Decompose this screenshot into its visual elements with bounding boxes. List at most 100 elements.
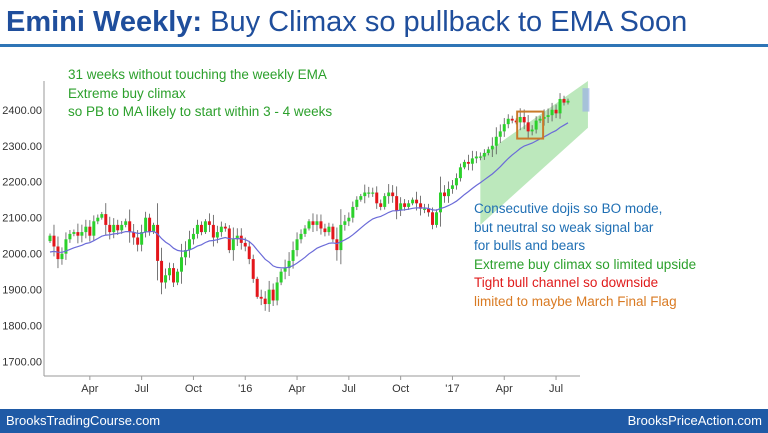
ema-layer [49, 122, 569, 269]
candle-body [530, 129, 534, 132]
candle-body [474, 156, 478, 159]
candle-body [136, 237, 140, 245]
x-tick-label: Jul [135, 383, 149, 395]
candle-body [140, 232, 144, 245]
candle-body [490, 145, 494, 150]
x-tick-label: '16 [238, 383, 252, 395]
candle-body [558, 98, 562, 114]
footer-left-link[interactable]: BrooksTradingCourse.com [6, 413, 161, 428]
candle-body [359, 196, 363, 200]
note-top: 31 weeks without touching the weekly EMA… [68, 66, 332, 122]
candle-body [427, 208, 431, 213]
candle-body [295, 239, 299, 251]
candle-body [315, 221, 319, 225]
candle-body [546, 115, 550, 117]
note-right-line: Tight bull channel so downside [474, 275, 659, 290]
candle-body [331, 226, 335, 240]
candle-body [502, 124, 506, 132]
candle-body [462, 161, 466, 168]
x-tick-label: Apr [81, 383, 98, 395]
candle-body [152, 224, 156, 233]
candle-body [435, 212, 439, 225]
candle-body [148, 217, 152, 233]
candle-body [431, 212, 435, 225]
candle-body [247, 246, 251, 260]
candle-body [68, 233, 72, 240]
candle-body [275, 282, 279, 301]
candle-body [387, 192, 391, 197]
y-tick-label: 2000.00 [2, 249, 42, 261]
candle-body [538, 118, 542, 121]
candle-body [235, 235, 239, 240]
candle-body [446, 188, 450, 197]
candle-body [263, 298, 267, 305]
candle-body [84, 226, 88, 233]
candle-body [259, 296, 263, 299]
candle-body [466, 161, 470, 164]
candle-body [458, 167, 462, 179]
candle-body [156, 224, 160, 261]
candle-body [176, 271, 180, 283]
candle-body [522, 116, 526, 123]
overlay-layer [516, 88, 590, 140]
x-tick-label: Oct [392, 383, 409, 395]
candle-body [367, 192, 371, 194]
candle-body [199, 224, 203, 233]
candle-body [355, 199, 359, 207]
y-tick-label: 2300.00 [2, 141, 42, 153]
candle-body [108, 224, 112, 233]
candle-body [510, 118, 514, 121]
candle-body [215, 232, 219, 238]
candle-body [395, 196, 399, 211]
x-tick-label: Jul [549, 383, 563, 395]
candle-body [554, 109, 558, 114]
candle-body [164, 275, 168, 283]
candle-body [363, 192, 367, 197]
candle-body [191, 233, 195, 240]
candle-body [566, 100, 570, 103]
candle-body [128, 221, 132, 233]
note-top-line: Extreme buy climax [68, 85, 186, 101]
candle-body [415, 199, 419, 204]
candle-body [411, 199, 415, 204]
candle-body [92, 221, 96, 236]
candle-body [343, 221, 347, 225]
candle-body [518, 116, 522, 123]
candle-body [203, 221, 207, 233]
candle-body [52, 235, 56, 247]
candle-body [371, 192, 375, 194]
candle-body [534, 120, 538, 130]
candle-body [482, 152, 486, 157]
candle-body [339, 224, 343, 251]
candle-body [116, 224, 120, 231]
candle-body [243, 242, 247, 247]
candle-body [454, 178, 458, 186]
candle-body [168, 268, 172, 276]
candle-body [442, 192, 446, 197]
candle-body [498, 131, 502, 137]
x-tick-label: Apr [288, 383, 305, 395]
footer-bar: BrooksTradingCourse.com BrooksPriceActio… [0, 409, 768, 433]
bull-channel [480, 81, 588, 225]
note-right: Consecutive dojis so BO mode, but neutra… [474, 200, 696, 311]
candle-body [223, 226, 227, 229]
candle-body [375, 192, 379, 204]
candle-body [112, 224, 116, 233]
bull-channel-layer [480, 81, 588, 225]
note-top-line: 31 weeks without touching the weekly EMA [68, 67, 327, 82]
footer-right-link[interactable]: BrooksPriceAction.com [627, 413, 762, 428]
candle-body [347, 217, 351, 222]
candle-body [450, 185, 454, 189]
candle-body [407, 203, 411, 207]
candle-body [124, 221, 128, 225]
candle-body [183, 250, 187, 258]
candle-body [72, 232, 76, 234]
candle-body [379, 203, 383, 207]
candle-body [478, 156, 482, 158]
ema-line [49, 122, 569, 269]
note-right-line: for bulls and bears [474, 238, 586, 253]
candle-body [423, 208, 427, 210]
candle-body [76, 232, 80, 236]
y-tick-label: 2200.00 [2, 177, 42, 189]
